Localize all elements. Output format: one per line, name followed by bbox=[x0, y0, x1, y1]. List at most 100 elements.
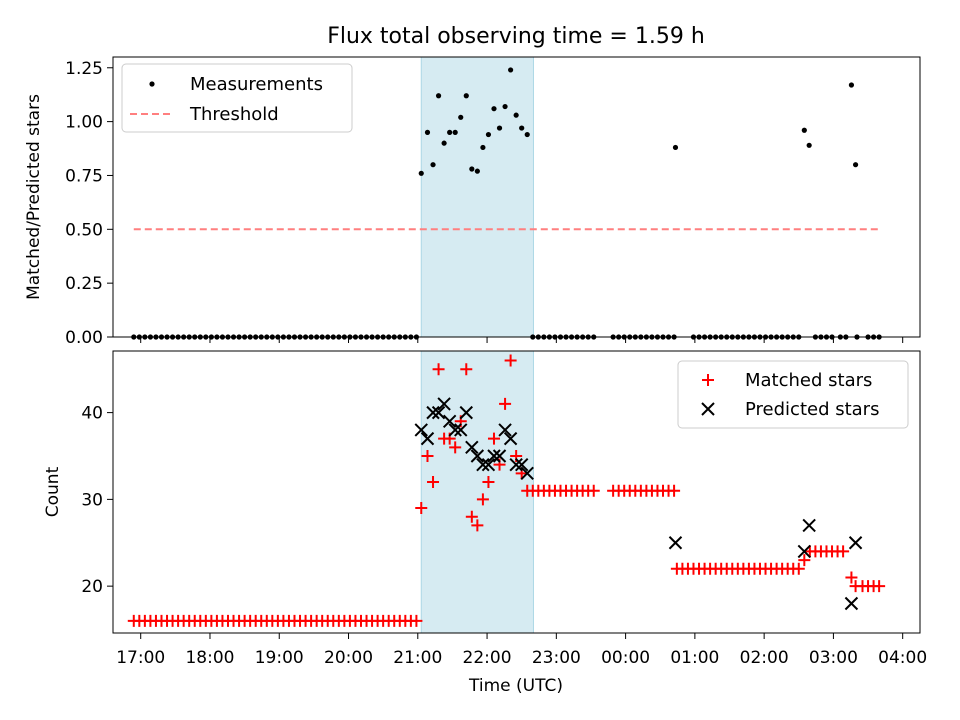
predicted-star-point bbox=[848, 536, 863, 550]
matched-stars-points bbox=[127, 354, 886, 627]
legend-predicted-label: Predicted stars bbox=[745, 399, 879, 420]
matched-star-point bbox=[499, 397, 512, 410]
matched-star-point bbox=[449, 441, 462, 454]
predicted-star-point bbox=[509, 457, 523, 472]
measurement-point bbox=[485, 131, 492, 138]
top-panel: 0.00 0.25 0.50 0.75 1.00 1.25 Matched/Predict… bbox=[24, 56, 921, 348]
bottom-x-tick-label: 00:00 bbox=[601, 648, 650, 668]
predicted-star-point bbox=[442, 414, 457, 428]
measurement-point bbox=[806, 142, 812, 148]
measurement-point bbox=[491, 106, 497, 112]
measurement-point bbox=[502, 103, 508, 110]
bottom-y-axis: 20 30 40 bbox=[81, 404, 113, 597]
predicted-star-point bbox=[668, 536, 683, 550]
measurement-point bbox=[447, 129, 453, 135]
measurement-point bbox=[458, 114, 464, 120]
measurement-point bbox=[424, 129, 431, 135]
matched-star-point bbox=[427, 476, 440, 489]
bottom-x-tick-label: 01:00 bbox=[670, 648, 719, 668]
bottom-x-tick-label: 02:00 bbox=[740, 648, 789, 668]
matched-star-point bbox=[845, 571, 858, 584]
measurement-point bbox=[848, 82, 855, 88]
measurement-point bbox=[852, 162, 859, 168]
predicted-star-point bbox=[470, 449, 485, 463]
top-y-tick-label: 1.25 bbox=[65, 59, 103, 79]
measurement-point bbox=[452, 129, 458, 135]
bottom-x-tick-label: 20:00 bbox=[324, 648, 373, 668]
bottom-panel: 20 30 40 17:00 18:00 19:00 20:00 21:00 22:00 23:… bbox=[43, 350, 927, 696]
measurement-point bbox=[480, 144, 486, 151]
matched-star-point bbox=[410, 614, 423, 627]
bottom-x-tick-label: 22:00 bbox=[463, 648, 512, 668]
predicted-star-point bbox=[476, 457, 490, 472]
measurement-point bbox=[801, 127, 807, 133]
matched-star-point bbox=[587, 484, 600, 497]
matched-star-point bbox=[504, 354, 517, 367]
predicted-star-point bbox=[437, 397, 451, 411]
bottom-x-tick-label: 03:00 bbox=[809, 648, 858, 668]
predicted-stars-points bbox=[414, 397, 863, 611]
legend-measurements-label: Measurements bbox=[190, 74, 323, 95]
bottom-x-tick-label: 17:00 bbox=[116, 648, 165, 668]
measurement-point bbox=[474, 168, 480, 174]
top-y-label: Matched/Predicted stars bbox=[24, 94, 44, 300]
measurement-point bbox=[513, 112, 519, 118]
top-legend-box bbox=[121, 63, 353, 133]
top-legend: Measurements Threshold bbox=[121, 63, 353, 133]
bottom-x-tick-label: 19:00 bbox=[255, 648, 304, 668]
bottom-x-tick-label: 21:00 bbox=[393, 648, 442, 668]
predicted-star-point bbox=[414, 423, 428, 437]
top-y-tick-label: 0.50 bbox=[65, 220, 103, 240]
top-y-tick-label: 0.25 bbox=[65, 274, 103, 294]
matched-star-point bbox=[421, 449, 434, 462]
predicted-star-point bbox=[802, 518, 816, 533]
predicted-star-point bbox=[420, 431, 435, 446]
matched-star-point bbox=[837, 545, 850, 558]
predicted-star-point bbox=[797, 544, 812, 559]
predicted-star-point bbox=[498, 423, 512, 437]
matched-star-point bbox=[415, 502, 428, 515]
matched-star-point bbox=[465, 510, 478, 523]
measurement-point bbox=[519, 125, 525, 131]
matched-star-point bbox=[471, 519, 484, 532]
matched-star-point bbox=[798, 554, 811, 567]
bottom-legend-box bbox=[677, 360, 909, 429]
legend-predicted-marker bbox=[701, 402, 715, 416]
matched-star-point bbox=[792, 562, 805, 575]
predicted-star-point bbox=[459, 405, 473, 420]
measurement-point bbox=[496, 125, 503, 131]
matched-star-point bbox=[460, 363, 473, 376]
bottom-y-tick-label: 30 bbox=[81, 490, 103, 510]
predicted-star-point bbox=[844, 596, 859, 611]
matched-star-point bbox=[432, 363, 445, 376]
matched-star-point bbox=[487, 432, 500, 445]
top-y-axis: 0.00 0.25 0.50 0.75 1.00 1.25 bbox=[65, 59, 113, 348]
bottom-x-tick-label: 04:00 bbox=[878, 648, 927, 668]
matched-star-point bbox=[482, 476, 495, 489]
predicted-star-point bbox=[448, 423, 462, 437]
measurement-point bbox=[524, 131, 530, 138]
predicted-star-point bbox=[465, 440, 479, 455]
predicted-star-point bbox=[492, 449, 507, 463]
bottom-y-tick-label: 20 bbox=[81, 577, 103, 597]
predicted-star-point bbox=[503, 431, 518, 446]
top-y-tick-label: 0.00 bbox=[65, 328, 103, 348]
measurement-point bbox=[441, 140, 447, 146]
matched-star-point bbox=[873, 580, 886, 593]
measurement-point bbox=[672, 144, 679, 151]
legend-matched-label: Matched stars bbox=[745, 370, 872, 391]
measurement-point bbox=[463, 93, 469, 99]
chart-title: Flux total observing time = 1.59 h bbox=[327, 24, 705, 49]
predicted-star-point bbox=[426, 405, 440, 420]
measurement-point bbox=[508, 67, 514, 73]
legend-measurements-marker bbox=[149, 81, 155, 87]
bottom-x-tick-label: 23:00 bbox=[532, 648, 581, 668]
x-axis-label: Time (UTC) bbox=[468, 676, 563, 696]
top-shaded-span bbox=[420, 56, 534, 338]
predicted-star-point bbox=[520, 466, 534, 481]
legend-matched-marker bbox=[702, 374, 714, 386]
top-y-tick-label: 0.75 bbox=[65, 166, 103, 186]
bottom-legend: Matched stars Predicted stars bbox=[677, 360, 909, 429]
matched-star-point bbox=[476, 493, 489, 506]
